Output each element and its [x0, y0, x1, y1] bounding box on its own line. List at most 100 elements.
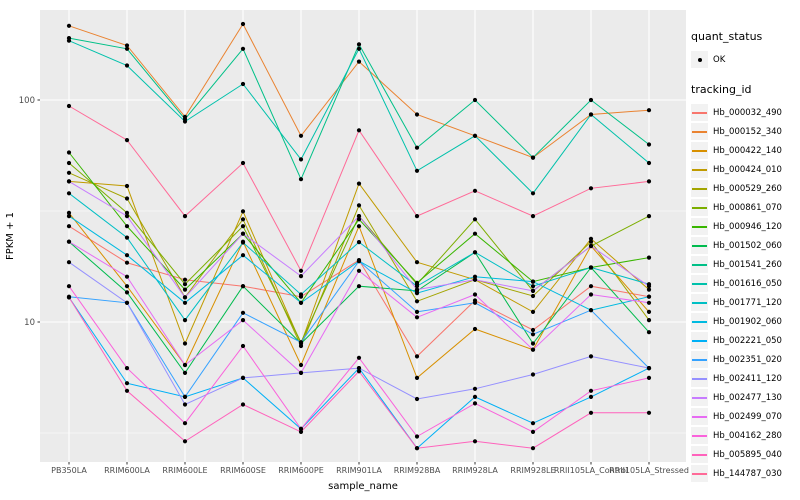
data-point: [646, 309, 652, 314]
data-point: [414, 284, 420, 289]
data-point: [588, 388, 594, 393]
data-point: [646, 410, 652, 415]
line-swatch-icon: [692, 472, 707, 475]
data-point: [414, 315, 420, 320]
data-point: [182, 277, 188, 282]
tracking-id-legend-item: Hb_001902_060: [691, 312, 800, 331]
data-point: [356, 181, 362, 186]
data-point: [240, 375, 246, 380]
data-point: [472, 277, 478, 282]
quant-status-legend-item: OK: [691, 50, 800, 69]
data-point: [298, 340, 304, 345]
tracking-id-legend-item: Hb_000529_260: [691, 179, 800, 198]
data-point: [124, 381, 130, 386]
data-point: [646, 330, 652, 335]
tracking-id-legend-item: Hb_000946_120: [691, 217, 800, 236]
data-point: [530, 341, 536, 346]
data-point: [124, 366, 130, 371]
data-point: [182, 362, 188, 368]
data-point: [356, 369, 362, 374]
data-point: [414, 309, 420, 314]
data-point: [414, 145, 420, 150]
tracking-id-legend-item: Hb_000424_010: [691, 160, 800, 179]
data-point: [240, 318, 246, 323]
data-point: [588, 394, 594, 399]
tracking-id-legend-item: Hb_000861_070: [691, 198, 800, 217]
line-swatch-icon: [692, 111, 707, 114]
data-point: [588, 265, 594, 270]
data-point: [414, 375, 420, 380]
data-point: [472, 274, 478, 279]
data-point: [124, 284, 130, 289]
x-tick-label: RRIM928LE: [510, 466, 555, 475]
line-swatch-icon: [692, 358, 707, 361]
tracking-id-legend-item: Hb_144787_030: [691, 464, 800, 483]
data-point: [414, 214, 420, 219]
data-point: [646, 108, 652, 113]
data-point: [530, 309, 536, 314]
tracking-id-legend-item: Hb_002221_050: [691, 331, 800, 350]
data-point: [182, 394, 188, 399]
data-point: [472, 133, 478, 138]
data-point: [124, 300, 130, 305]
data-point: [124, 46, 130, 51]
data-point: [530, 347, 536, 352]
data-point: [588, 97, 594, 103]
data-point: [356, 268, 362, 273]
legend-item-label: Hb_000424_010: [713, 164, 782, 175]
data-point: [530, 155, 536, 160]
line-swatch-icon: [692, 377, 707, 380]
legend-key-swatch: [691, 123, 708, 140]
data-point: [530, 214, 536, 219]
data-point: [588, 239, 594, 244]
data-point: [356, 259, 362, 264]
data-point: [472, 292, 478, 297]
data-point: [298, 133, 304, 138]
legend-key-swatch: [691, 199, 708, 216]
data-point: [182, 214, 188, 219]
data-point: [414, 291, 420, 296]
data-point: [298, 157, 304, 162]
data-point: [66, 38, 72, 43]
data-point: [646, 214, 652, 219]
legend-key-swatch: [691, 256, 708, 273]
data-point: [588, 308, 594, 313]
quant-status-legend-title: quant_status: [691, 30, 763, 43]
line-swatch-icon: [692, 301, 707, 304]
legend-key-swatch: [691, 408, 708, 425]
tracking-id-legend-item: Hb_001502_060: [691, 236, 800, 255]
x-tick-label: RRIM928LA: [452, 466, 498, 475]
data-point: [414, 168, 420, 173]
data-point: [124, 63, 130, 68]
data-point: [66, 260, 72, 265]
data-point: [124, 253, 130, 258]
legend-item-label: Hb_002477_130: [713, 392, 782, 403]
x-tick-label: PB350LA: [51, 466, 87, 475]
data-point: [646, 294, 652, 299]
data-point: [182, 119, 188, 124]
data-point: [124, 43, 130, 48]
data-point: [414, 446, 420, 451]
data-point: [66, 150, 72, 155]
tracking-id-legend-item: Hb_000422_140: [691, 141, 800, 160]
data-point: [182, 439, 188, 444]
data-point: [240, 402, 246, 407]
data-point: [530, 372, 536, 377]
data-point: [530, 332, 536, 337]
tracking-id-legend-item: Hb_000032_490: [691, 103, 800, 122]
data-point: [124, 260, 130, 265]
legend-key-swatch: [691, 351, 708, 368]
legend-key-swatch: [691, 446, 708, 463]
data-point: [530, 293, 536, 299]
data-point: [646, 375, 652, 380]
data-point: [66, 284, 72, 289]
data-point: [646, 287, 652, 292]
tracking-id-legend-item: Hb_001541_260: [691, 255, 800, 274]
legend-item-label: Hb_000422_140: [713, 145, 782, 156]
data-point: [472, 217, 478, 222]
legend-key-swatch: [691, 180, 708, 197]
data-point: [66, 295, 72, 300]
data-point: [240, 46, 246, 51]
data-point: [646, 160, 652, 166]
